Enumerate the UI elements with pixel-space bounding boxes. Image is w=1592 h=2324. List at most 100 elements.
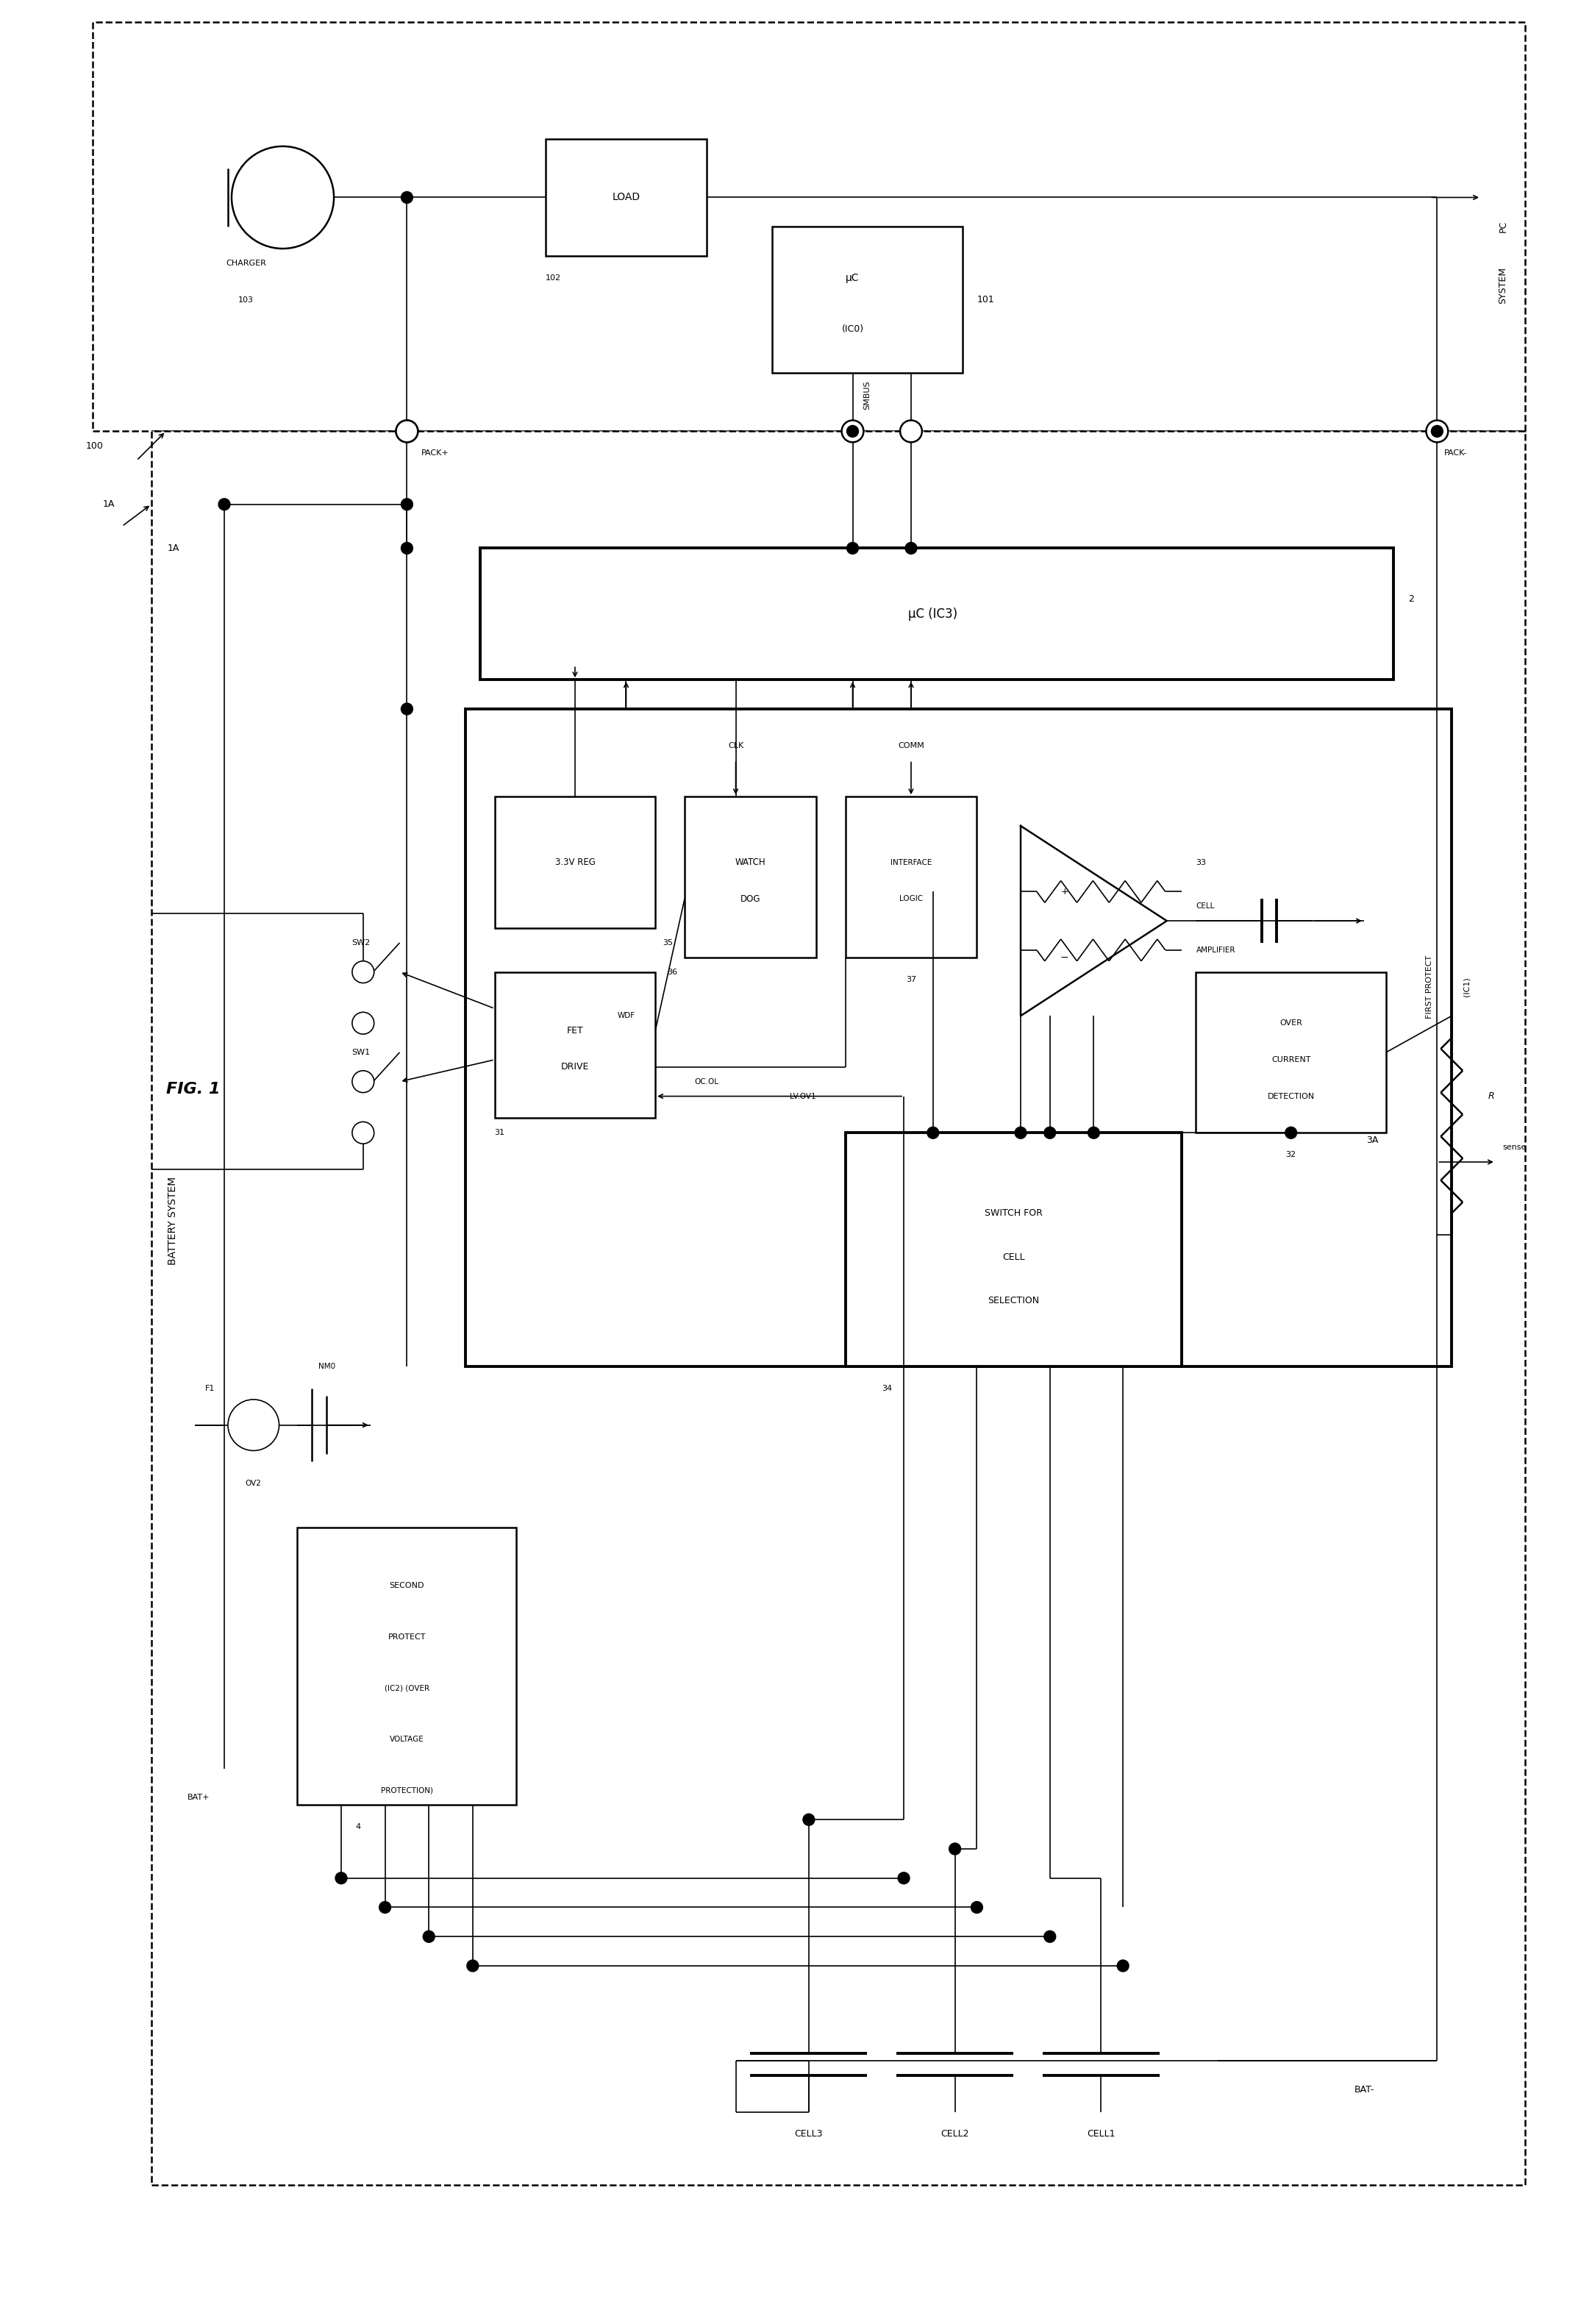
Text: OV2: OV2	[245, 1480, 261, 1487]
Text: SMBUS: SMBUS	[863, 381, 871, 409]
Text: CELL1: CELL1	[1087, 2129, 1114, 2138]
Bar	[546, 139, 707, 256]
Bar	[92, 21, 1525, 432]
Text: sense: sense	[1503, 1143, 1527, 1150]
Text: 32: 32	[1286, 1150, 1296, 1157]
Text: 34: 34	[882, 1385, 892, 1392]
Text: LV.OV1: LV.OV1	[790, 1092, 817, 1099]
Text: CHARGER: CHARGER	[226, 260, 266, 267]
Text: (IC1): (IC1)	[1463, 976, 1469, 997]
Text: 103: 103	[239, 295, 255, 304]
Bar	[465, 709, 1452, 1367]
Text: LOGIC: LOGIC	[899, 895, 923, 902]
Text: 101: 101	[977, 295, 995, 304]
Text: −: −	[1060, 953, 1068, 962]
Circle shape	[1087, 1127, 1100, 1139]
Circle shape	[379, 1901, 392, 1913]
Text: COMM: COMM	[898, 741, 925, 748]
Text: 100: 100	[86, 442, 103, 451]
Text: 102: 102	[546, 274, 562, 281]
Circle shape	[352, 1122, 374, 1143]
Bar	[772, 228, 962, 372]
Circle shape	[927, 1127, 939, 1139]
Text: DETECTION: DETECTION	[1267, 1092, 1315, 1099]
Text: CELL: CELL	[1196, 902, 1215, 911]
Text: F1: F1	[205, 1385, 215, 1392]
Circle shape	[1426, 421, 1449, 442]
Circle shape	[228, 1399, 279, 1450]
Text: 36: 36	[667, 969, 677, 976]
Text: 33: 33	[1196, 860, 1207, 867]
Bar	[151, 432, 1525, 2185]
Text: SW1: SW1	[352, 1048, 371, 1055]
Bar	[1196, 971, 1387, 1132]
Bar	[481, 548, 1393, 679]
Text: BAT+: BAT+	[188, 1794, 210, 1801]
Text: PROTECTION): PROTECTION)	[380, 1787, 433, 1794]
Circle shape	[842, 421, 863, 442]
Text: CELL3: CELL3	[794, 2129, 823, 2138]
Text: CLK: CLK	[728, 741, 743, 748]
Circle shape	[1431, 425, 1442, 437]
Circle shape	[847, 541, 858, 553]
Circle shape	[1044, 1127, 1055, 1139]
Circle shape	[971, 1901, 982, 1913]
Text: FIRST PROTECT: FIRST PROTECT	[1426, 955, 1433, 1018]
Text: BATTERY SYSTEM: BATTERY SYSTEM	[169, 1176, 178, 1264]
Text: μC: μC	[845, 272, 860, 284]
Text: 3.3V REG: 3.3V REG	[556, 858, 595, 867]
Text: OVER: OVER	[1280, 1020, 1302, 1027]
Circle shape	[949, 1843, 960, 1855]
Circle shape	[218, 500, 231, 511]
Text: PC: PC	[1498, 221, 1508, 232]
Text: AMPLIFIER: AMPLIFIER	[1196, 946, 1235, 953]
Text: μC (IC3): μC (IC3)	[909, 607, 958, 621]
Text: 1A: 1A	[102, 500, 115, 509]
Text: DRIVE: DRIVE	[560, 1062, 589, 1071]
Text: SYSTEM: SYSTEM	[1498, 267, 1508, 304]
Text: +: +	[1060, 888, 1068, 897]
Text: NM0: NM0	[318, 1362, 334, 1371]
Circle shape	[401, 704, 412, 716]
Bar	[298, 1527, 516, 1806]
Circle shape	[352, 1013, 374, 1034]
Circle shape	[352, 962, 374, 983]
Text: (IC2) (OVER: (IC2) (OVER	[385, 1685, 430, 1692]
Text: WATCH: WATCH	[736, 858, 766, 867]
Text: WDF: WDF	[618, 1013, 635, 1020]
Text: 3A: 3A	[1366, 1136, 1379, 1146]
Polygon shape	[1020, 825, 1167, 1016]
Text: 2: 2	[1407, 595, 1414, 604]
Text: 31: 31	[495, 1129, 505, 1136]
Bar	[495, 797, 656, 927]
Text: PACK-: PACK-	[1444, 449, 1468, 458]
Circle shape	[401, 500, 412, 511]
Text: SECOND: SECOND	[390, 1583, 425, 1590]
Circle shape	[1118, 1959, 1129, 1971]
Circle shape	[396, 421, 419, 442]
Circle shape	[847, 425, 858, 437]
Text: 1A: 1A	[167, 544, 180, 553]
Circle shape	[231, 146, 334, 249]
Text: INTERFACE: INTERFACE	[890, 860, 931, 867]
Circle shape	[466, 1959, 479, 1971]
Bar	[495, 971, 656, 1118]
Text: FIG. 1: FIG. 1	[166, 1081, 220, 1097]
Text: CURRENT: CURRENT	[1272, 1055, 1310, 1064]
Circle shape	[401, 191, 412, 202]
Circle shape	[336, 1873, 347, 1885]
Text: DOG: DOG	[740, 895, 761, 904]
Text: SWITCH FOR: SWITCH FOR	[984, 1208, 1043, 1218]
Circle shape	[352, 1071, 374, 1092]
Text: LOAD: LOAD	[611, 193, 640, 202]
Text: 4: 4	[355, 1824, 361, 1831]
Bar	[845, 1132, 1181, 1367]
Circle shape	[396, 421, 419, 442]
Text: VOLTAGE: VOLTAGE	[390, 1736, 423, 1743]
Circle shape	[899, 421, 922, 442]
Text: OC.OL: OC.OL	[694, 1078, 718, 1085]
Text: FET: FET	[567, 1025, 583, 1034]
Text: 35: 35	[662, 939, 673, 946]
Text: CELL2: CELL2	[941, 2129, 970, 2138]
Bar	[685, 797, 817, 957]
